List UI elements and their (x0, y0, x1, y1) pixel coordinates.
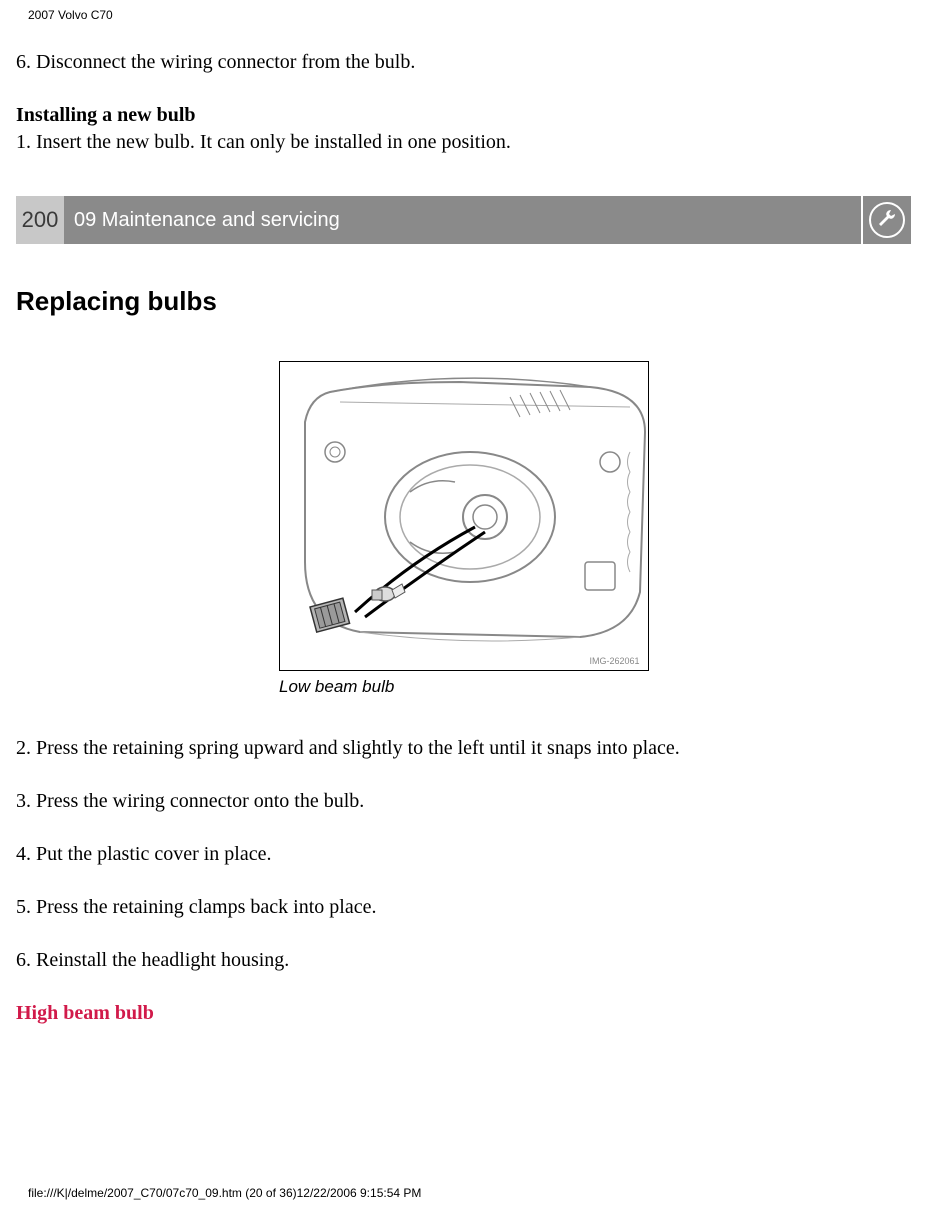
installing-new-bulb-title: Installing a new bulb (16, 104, 911, 127)
figure-caption: Low beam bulb (279, 677, 394, 697)
step-6: 6. Reinstall the headlight housing. (16, 949, 911, 972)
figure-image-code: IMG-262061 (589, 656, 639, 666)
step-3: 3. Press the wiring connector onto the b… (16, 790, 911, 813)
banner-title: 09 Maintenance and servicing (64, 196, 861, 244)
low-beam-bulb-figure: IMG-262061 (279, 361, 649, 671)
step-2: 2. Press the retaining spring upward and… (16, 737, 911, 760)
figure-container: IMG-262061 Low beam bulb (16, 361, 911, 697)
step-4: 4. Put the plastic cover in place. (16, 843, 911, 866)
wrench-icon (863, 196, 911, 244)
step-6-disconnect: 6. Disconnect the wiring connector from … (16, 48, 911, 76)
step-5: 5. Press the retaining clamps back into … (16, 896, 911, 919)
step-1-insert: 1. Insert the new bulb. It can only be i… (16, 131, 911, 154)
footer-path: file:///K|/delme/2007_C70/07c70_09.htm (… (28, 1186, 421, 1200)
section-banner: 200 09 Maintenance and servicing (16, 196, 911, 244)
document-model-header: 2007 Volvo C70 (28, 8, 911, 22)
replacing-bulbs-heading: Replacing bulbs (16, 286, 911, 317)
high-beam-bulb-heading: High beam bulb (16, 1002, 911, 1025)
banner-page-number: 200 (16, 196, 64, 244)
